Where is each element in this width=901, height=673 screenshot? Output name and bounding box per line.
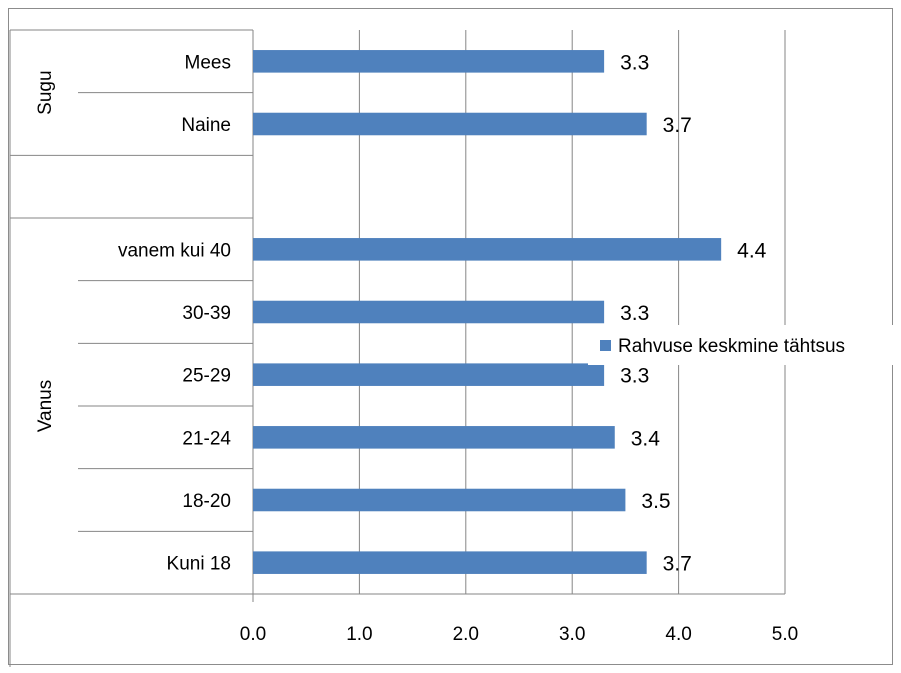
- bar: [253, 426, 615, 449]
- group-label: Sugu: [35, 70, 56, 114]
- data-label: 3.3: [620, 365, 649, 388]
- bar: [253, 551, 647, 574]
- category-axis: Mees Naine Sugu vanem kui 40 30-39 25-29 21-24…: [9, 29, 254, 667]
- category-label: 18-20: [182, 491, 231, 512]
- bar: [253, 238, 722, 261]
- category-label: Mees: [185, 52, 231, 73]
- x-tick-label: 0.0: [240, 624, 266, 645]
- bar: [253, 112, 647, 136]
- data-label: 3.4: [631, 427, 661, 450]
- category-label: vanem kui 40: [118, 240, 231, 261]
- bar: [253, 300, 605, 324]
- x-tick-label: 3.0: [559, 624, 585, 645]
- x-tick-label: 2.0: [453, 624, 479, 645]
- category-label: 21-24: [182, 428, 231, 449]
- x-tick-label: 1.0: [346, 624, 372, 645]
- data-label: 3.3: [620, 51, 649, 74]
- bar: [253, 50, 605, 73]
- legend-swatch: [600, 340, 611, 351]
- data-label: 3.7: [663, 553, 692, 576]
- category-label: Kuni 18: [167, 554, 231, 575]
- x-tick-label: 5.0: [772, 624, 798, 645]
- x-tick-label: 4.0: [665, 624, 691, 645]
- group-label: Vanus: [35, 380, 56, 432]
- category-label: 30-39: [182, 303, 231, 324]
- bar: [253, 488, 626, 512]
- bars: [253, 50, 722, 574]
- legend-box: [588, 325, 898, 365]
- data-label: 3.7: [663, 114, 692, 137]
- data-labels: 3.3 3.7 4.4 3.3 3.3 3.4 3.5 3.7: [620, 51, 767, 575]
- category-label: 25-29: [182, 366, 231, 387]
- category-label: Naine: [181, 115, 231, 136]
- data-label: 4.4: [737, 239, 767, 262]
- data-label: 3.5: [641, 490, 670, 513]
- bar: [253, 363, 605, 386]
- x-tick-labels: 0.0 1.0 2.0 3.0 4.0 5.0: [240, 624, 798, 645]
- legend-label: Rahvuse keskmine tähtsus: [618, 336, 845, 357]
- legend: Rahvuse keskmine tähtsus: [588, 325, 898, 365]
- data-label: 3.3: [620, 302, 649, 325]
